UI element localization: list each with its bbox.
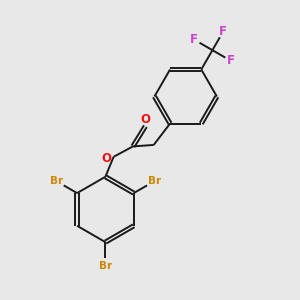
Text: O: O (140, 113, 150, 126)
Text: O: O (101, 152, 111, 165)
Text: F: F (190, 33, 198, 46)
Text: Br: Br (50, 176, 63, 186)
Text: Br: Br (148, 176, 161, 186)
Text: F: F (227, 54, 235, 68)
Text: Br: Br (99, 261, 112, 271)
Text: F: F (219, 25, 227, 38)
